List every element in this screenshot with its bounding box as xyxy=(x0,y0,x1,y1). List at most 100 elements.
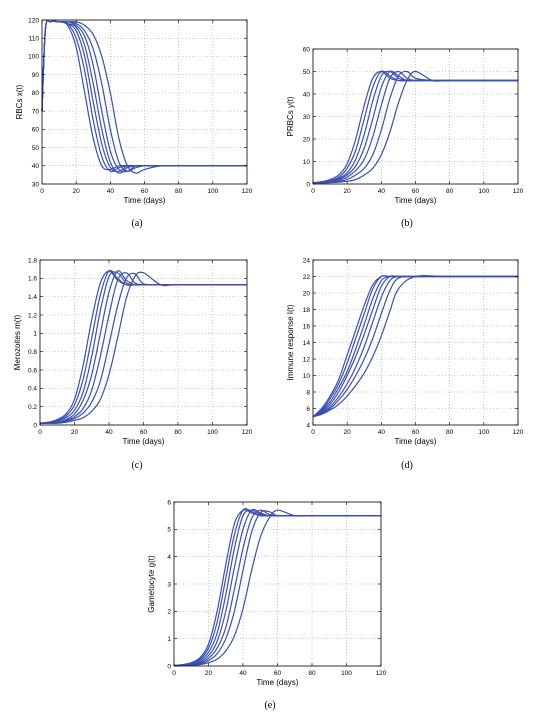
chart-panel-2: 0 20 40 60 80 100 120 0 0.2 0.4 0.6 0.8 1 1.2 1.4 1.6 1.… xyxy=(13,257,253,471)
y-tick-label: 40 xyxy=(32,163,40,170)
y-tick-label: 1 xyxy=(167,636,171,643)
x-tick-label: 80 xyxy=(175,188,183,195)
y-tick-label: 6 xyxy=(306,406,310,413)
x-tick-label: 80 xyxy=(446,429,454,436)
y-tick-label: 20 xyxy=(303,136,311,143)
series-line-6 xyxy=(312,70,518,184)
x-tick-label: 100 xyxy=(207,429,218,436)
x-tick-label: 120 xyxy=(242,188,253,195)
y-tick-label: 10 xyxy=(303,159,311,166)
series-line-3 xyxy=(41,19,247,174)
y-tick-label: 22 xyxy=(303,274,311,281)
x-tick-label: 120 xyxy=(513,429,524,436)
x-tick-label: 100 xyxy=(478,429,489,436)
series-line-6 xyxy=(312,274,518,418)
y-tick-label: 0 xyxy=(33,422,37,429)
chart-panel-4: 0 20 40 60 80 100 120 0 1 2 3 4 5 6 Time (days) Gametoc… xyxy=(147,499,387,711)
y-tick-label: 0.6 xyxy=(28,367,37,374)
y-tick-label: 4 xyxy=(306,422,310,429)
x-axis-label: Time (days) xyxy=(257,678,299,687)
x-tick-label: 20 xyxy=(205,670,213,677)
y-tick-label: 110 xyxy=(29,36,40,43)
x-tick-label: 40 xyxy=(378,188,386,195)
y-tick-label: 12 xyxy=(303,356,311,363)
y-tick-label: 16 xyxy=(303,323,311,330)
series-line-4 xyxy=(173,509,381,667)
y-tick-label: 60 xyxy=(303,46,311,53)
series-line-5 xyxy=(173,510,381,667)
x-tick-label: 40 xyxy=(239,670,247,677)
series-line-2 xyxy=(173,509,381,667)
series-line-0 xyxy=(173,509,381,667)
y-axis-label: RBCs x(t) xyxy=(15,84,24,119)
y-tick-label: 1.4 xyxy=(28,294,37,301)
y-tick-label: 0.2 xyxy=(28,404,37,411)
y-tick-label: 120 xyxy=(28,17,39,24)
x-tick-label: 0 xyxy=(311,429,315,436)
y-tick-label: 60 xyxy=(32,127,40,134)
x-tick-label: 40 xyxy=(378,429,386,436)
x-tick-label: 20 xyxy=(73,188,81,195)
y-tick-label: 1.8 xyxy=(28,257,37,264)
x-tick-label: 100 xyxy=(478,188,489,195)
x-tick-label: 0 xyxy=(40,188,44,195)
y-tick-label: 80 xyxy=(32,90,40,97)
y-axis-label: Gametocyte g(t) xyxy=(147,555,156,613)
y-tick-label: 40 xyxy=(303,91,311,98)
panel-caption: (a) xyxy=(131,218,142,229)
x-tick-label: 60 xyxy=(274,670,282,677)
x-tick-label: 120 xyxy=(376,670,387,677)
y-tick-label: 70 xyxy=(32,108,40,115)
panel-caption: (d) xyxy=(401,460,413,471)
series-line-0 xyxy=(41,19,247,171)
y-tick-label: 50 xyxy=(303,69,311,76)
y-tick-label: 0.8 xyxy=(28,349,37,356)
x-tick-label: 60 xyxy=(140,429,148,436)
x-tick-label: 20 xyxy=(344,429,352,436)
y-tick-label: 0 xyxy=(306,181,310,188)
y-axis-label: Merozoites m(t) xyxy=(13,314,22,370)
x-tick-label: 0 xyxy=(172,670,176,677)
x-tick-label: 100 xyxy=(341,670,352,677)
x-tick-label: 60 xyxy=(412,429,420,436)
x-axis-label: Time (days) xyxy=(395,196,437,205)
y-tick-label: 90 xyxy=(32,72,40,79)
x-tick-label: 80 xyxy=(308,670,316,677)
series-line-6 xyxy=(41,19,247,174)
y-tick-label: 4 xyxy=(167,554,171,561)
y-tick-label: 8 xyxy=(306,389,310,396)
y-tick-label: 1 xyxy=(33,331,37,338)
panel-caption: (e) xyxy=(264,700,275,711)
y-axis-label: PRBCs y(t) xyxy=(286,96,295,136)
y-tick-label: 2 xyxy=(167,609,171,616)
y-tick-label: 10 xyxy=(303,373,311,380)
y-axis-label: Immune response I(t) xyxy=(286,304,295,380)
y-tick-label: 1.6 xyxy=(28,276,37,283)
y-tick-label: 0 xyxy=(167,663,171,670)
chart-panel-0: 0 20 40 60 80 100 120 30 40 50 60 70 80 90 100 110 120 Ti… xyxy=(15,17,253,229)
x-tick-label: 120 xyxy=(513,188,524,195)
panel-caption: (c) xyxy=(131,460,142,471)
x-tick-label: 100 xyxy=(207,188,218,195)
y-tick-label: 50 xyxy=(32,145,40,152)
y-tick-label: 14 xyxy=(303,340,311,347)
x-tick-label: 80 xyxy=(174,429,182,436)
x-tick-label: 60 xyxy=(412,188,420,195)
y-tick-label: 20 xyxy=(303,290,311,297)
y-tick-label: 3 xyxy=(167,581,171,588)
x-tick-label: 0 xyxy=(311,188,315,195)
y-tick-label: 18 xyxy=(303,307,311,314)
x-tick-label: 40 xyxy=(107,188,115,195)
y-tick-label: 6 xyxy=(167,499,171,506)
x-tick-label: 20 xyxy=(344,188,352,195)
y-tick-label: 0.4 xyxy=(28,386,37,393)
x-axis-label: Time (days) xyxy=(124,196,166,205)
y-tick-label: 100 xyxy=(28,54,39,61)
x-tick-label: 120 xyxy=(242,429,253,436)
series-line-6 xyxy=(39,271,247,424)
x-tick-label: 0 xyxy=(38,429,42,436)
y-tick-label: 30 xyxy=(303,114,311,121)
series-line-6 xyxy=(173,509,381,667)
